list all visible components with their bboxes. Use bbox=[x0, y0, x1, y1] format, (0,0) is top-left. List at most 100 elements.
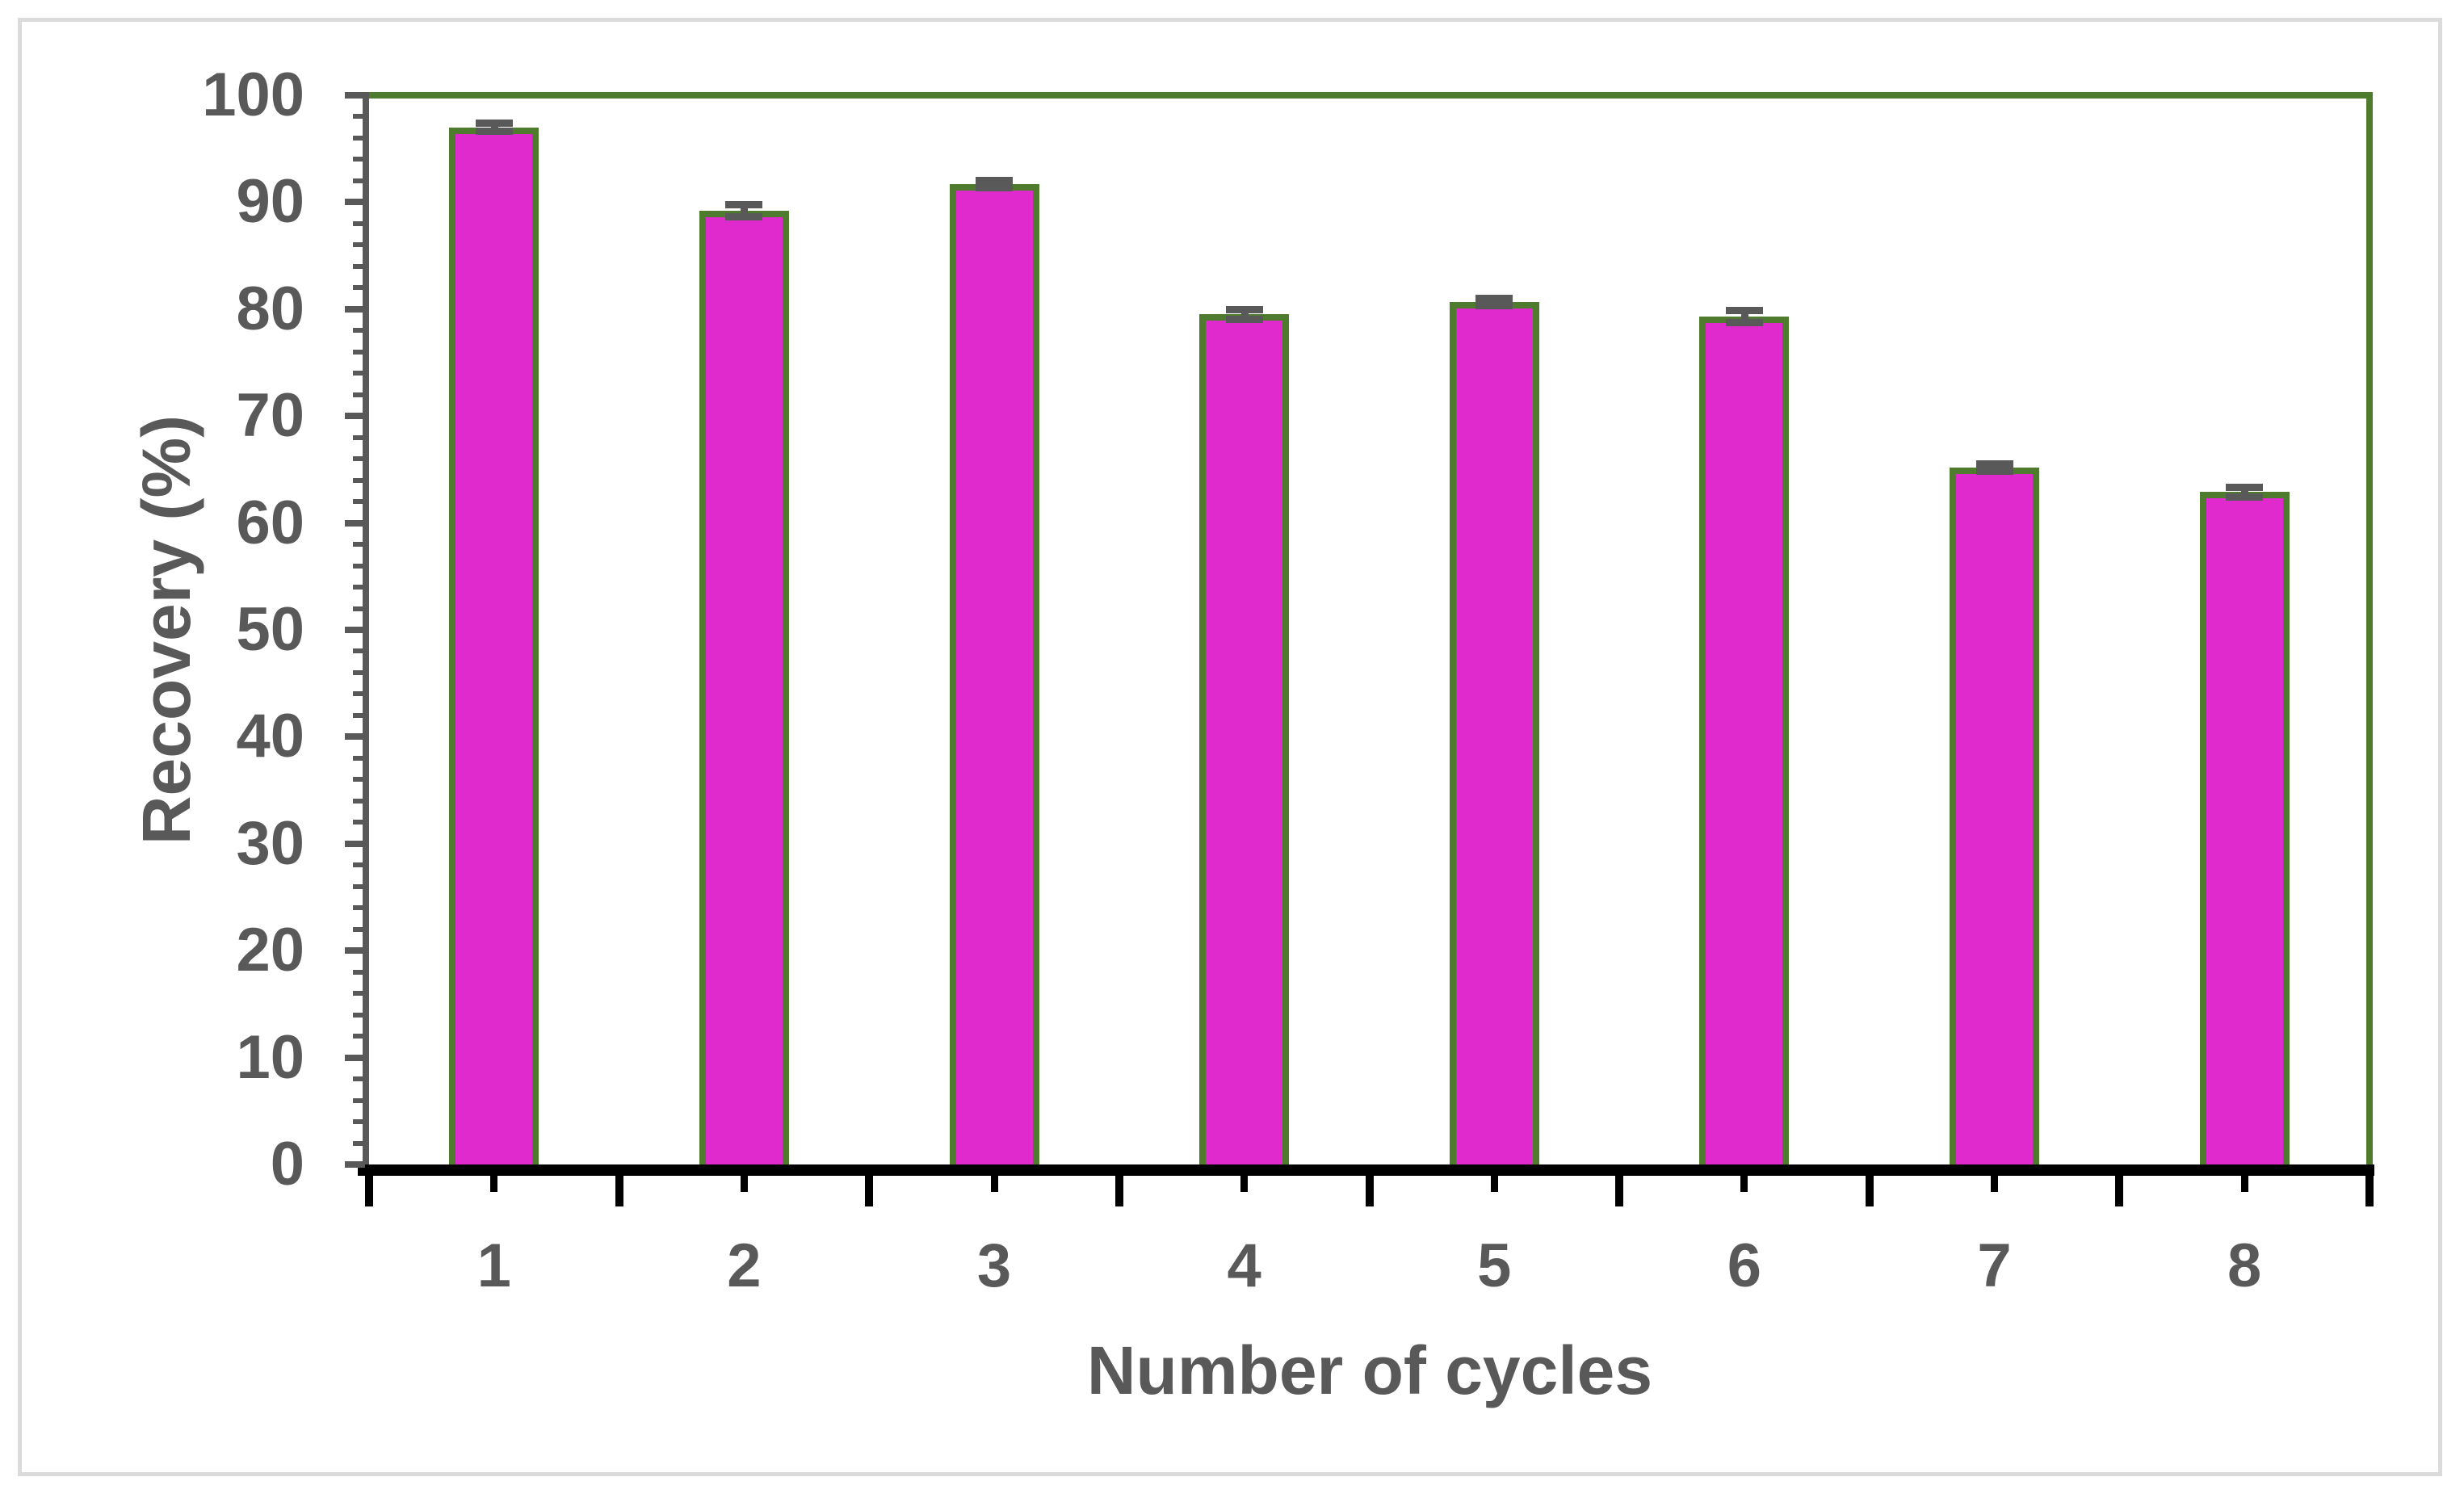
y-minor-tick bbox=[353, 606, 369, 611]
y-minor-tick bbox=[353, 862, 369, 868]
x-major-tick bbox=[615, 1164, 623, 1206]
bar-cycle-1 bbox=[449, 127, 539, 1164]
y-tick-label: 20 bbox=[236, 916, 304, 985]
y-minor-tick bbox=[353, 563, 369, 569]
error-bar-stem bbox=[1491, 294, 1499, 309]
x-minor-tick bbox=[1991, 1164, 1999, 1192]
error-bar-stem bbox=[490, 120, 498, 135]
bar-cycle-8 bbox=[2199, 492, 2290, 1164]
y-tick-label: 10 bbox=[236, 1022, 304, 1092]
y-minor-tick bbox=[353, 349, 369, 355]
plot-area-border bbox=[363, 92, 2373, 1164]
x-minor-tick bbox=[1240, 1164, 1249, 1192]
y-minor-tick bbox=[353, 499, 369, 505]
x-tick-label: 1 bbox=[476, 1232, 511, 1300]
y-major-tick bbox=[345, 840, 369, 847]
y-tick-label: 60 bbox=[236, 488, 304, 557]
y-minor-tick bbox=[353, 691, 369, 697]
error-bar-stem bbox=[1740, 307, 1748, 326]
y-minor-tick bbox=[353, 371, 369, 376]
x-minor-tick bbox=[990, 1164, 998, 1192]
error-bar-cycle-4 bbox=[1225, 305, 1263, 323]
y-minor-tick bbox=[353, 114, 369, 120]
y-minor-tick bbox=[353, 456, 369, 462]
figure-border bbox=[18, 18, 2442, 1476]
y-minor-tick bbox=[353, 755, 369, 761]
x-tick-label: 5 bbox=[1477, 1232, 1512, 1300]
x-tick-label: 8 bbox=[2227, 1232, 2262, 1300]
error-bar-cycle-2 bbox=[725, 201, 763, 220]
y-tick-label: 90 bbox=[236, 167, 304, 237]
bar-cycle-4 bbox=[1199, 314, 1290, 1164]
error-bar-stem bbox=[2241, 483, 2249, 501]
error-bar-cycle-8 bbox=[2226, 483, 2264, 501]
x-tick-label: 2 bbox=[727, 1232, 762, 1300]
y-minor-tick bbox=[353, 1140, 369, 1146]
x-major-tick bbox=[2365, 1164, 2374, 1206]
y-minor-tick bbox=[353, 434, 369, 440]
error-bar-cycle-5 bbox=[1475, 294, 1513, 309]
y-minor-tick bbox=[353, 1119, 369, 1125]
y-minor-tick bbox=[353, 242, 369, 248]
y-minor-tick bbox=[353, 648, 369, 654]
error-bar-cycle-7 bbox=[1975, 459, 2013, 475]
y-minor-tick bbox=[353, 1076, 369, 1082]
y-minor-tick bbox=[353, 905, 369, 911]
y-major-tick bbox=[345, 413, 369, 420]
y-minor-tick bbox=[353, 157, 369, 162]
x-minor-tick bbox=[490, 1164, 498, 1192]
x-major-tick bbox=[1615, 1164, 1624, 1206]
y-minor-tick bbox=[353, 1034, 369, 1039]
x-tick-label: 6 bbox=[1727, 1232, 1762, 1300]
y-minor-tick bbox=[353, 263, 369, 269]
x-major-tick bbox=[1365, 1164, 1374, 1206]
x-minor-tick bbox=[740, 1164, 748, 1192]
y-major-tick bbox=[345, 947, 369, 955]
bar-cycle-5 bbox=[1449, 301, 1539, 1164]
y-minor-tick bbox=[353, 135, 369, 141]
x-major-tick bbox=[865, 1164, 874, 1206]
y-minor-tick bbox=[353, 712, 369, 718]
y-minor-tick bbox=[353, 285, 369, 291]
y-major-tick bbox=[345, 1161, 369, 1168]
error-bar-cycle-6 bbox=[1725, 307, 1763, 326]
y-tick-label: 80 bbox=[236, 274, 304, 343]
x-minor-tick bbox=[2240, 1164, 2248, 1192]
x-major-tick bbox=[2115, 1164, 2124, 1206]
x-tick-label: 3 bbox=[976, 1232, 1012, 1300]
x-minor-tick bbox=[1740, 1164, 1748, 1192]
x-tick-label: 4 bbox=[1227, 1232, 1261, 1300]
y-minor-tick bbox=[353, 777, 369, 783]
bar-cycle-3 bbox=[949, 183, 1039, 1164]
x-major-tick bbox=[1114, 1164, 1123, 1206]
y-minor-tick bbox=[353, 585, 369, 590]
y-tick-label: 0 bbox=[270, 1130, 304, 1198]
y-major-tick bbox=[345, 305, 369, 313]
bar-cycle-7 bbox=[1950, 467, 2040, 1164]
error-bar-cycle-3 bbox=[976, 176, 1014, 191]
y-minor-tick bbox=[353, 969, 369, 975]
x-tick-label: 7 bbox=[1977, 1232, 2012, 1300]
y-minor-tick bbox=[353, 477, 369, 483]
y-minor-tick bbox=[353, 328, 369, 334]
bar-cycle-2 bbox=[699, 210, 789, 1164]
x-minor-tick bbox=[1490, 1164, 1498, 1192]
y-major-tick bbox=[345, 733, 369, 741]
error-bar-stem bbox=[1240, 305, 1249, 323]
y-minor-tick bbox=[353, 178, 369, 183]
y-minor-tick bbox=[353, 669, 369, 675]
y-tick-label: 50 bbox=[236, 595, 304, 664]
y-minor-tick bbox=[353, 1097, 369, 1103]
y-major-tick bbox=[345, 627, 369, 633]
error-bar-stem bbox=[741, 201, 749, 220]
y-major-tick bbox=[345, 1054, 369, 1061]
y-major-tick bbox=[345, 519, 369, 527]
y-minor-tick bbox=[353, 220, 369, 226]
y-minor-tick bbox=[353, 991, 369, 997]
y-major-tick bbox=[345, 199, 369, 206]
x-major-tick bbox=[1865, 1164, 1874, 1206]
y-tick-label: 40 bbox=[236, 702, 304, 771]
y-minor-tick bbox=[353, 542, 369, 548]
y-tick-label: 70 bbox=[236, 381, 304, 451]
